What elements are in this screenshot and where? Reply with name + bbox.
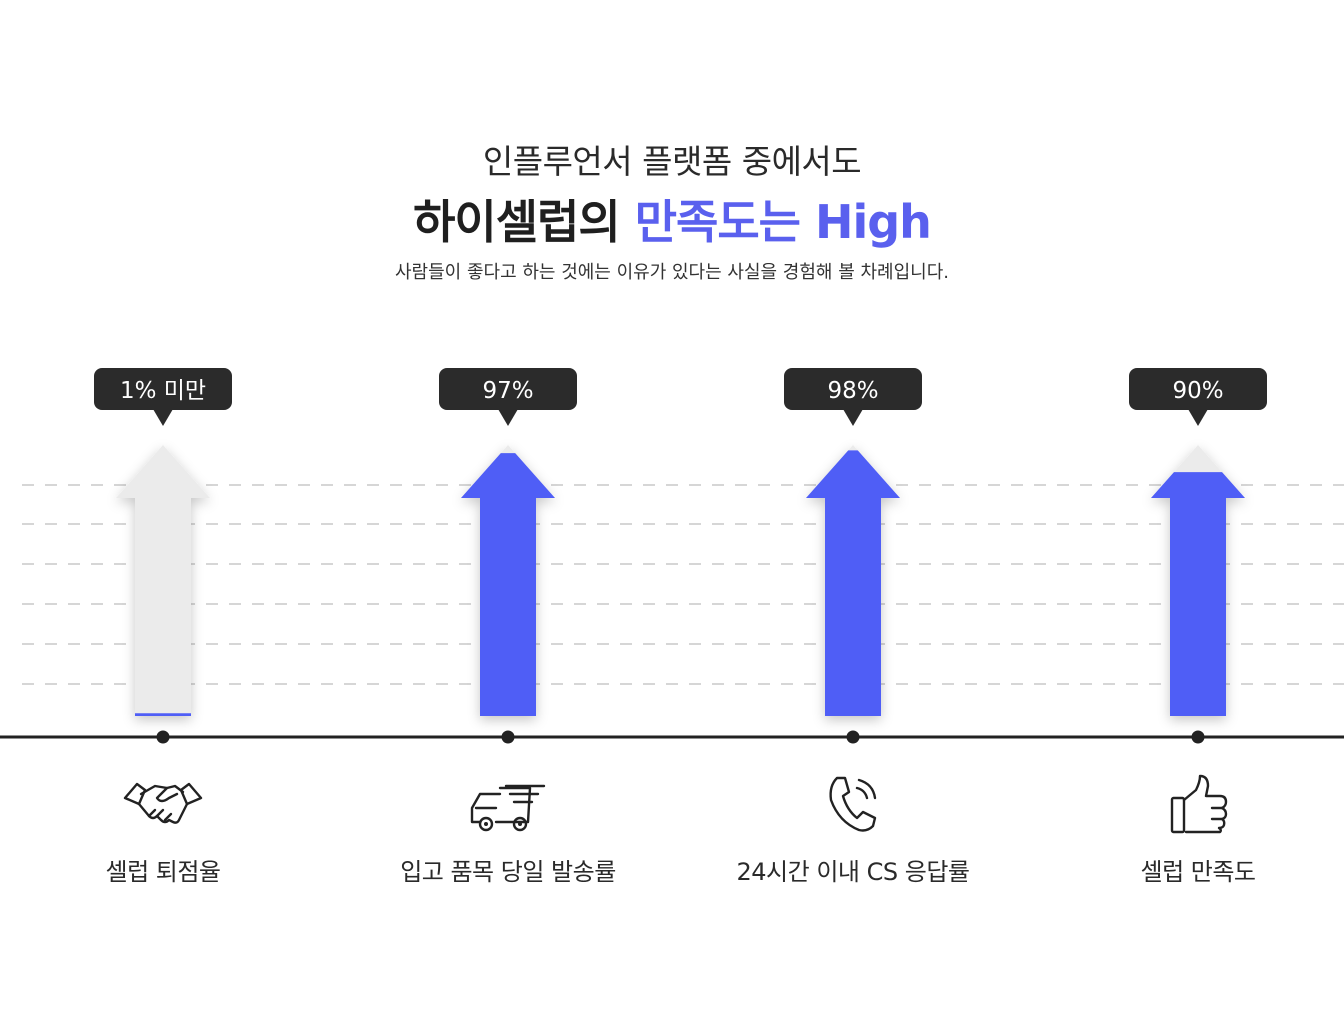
value-tooltip: 97%	[439, 368, 577, 426]
subtitle: 인플루언서 플랫폼 중에서도	[482, 142, 862, 181]
gridlines	[22, 484, 1344, 685]
value-label: 1% 미만	[120, 378, 206, 404]
category-label: 셀럽 퇴점율	[105, 858, 221, 886]
bar-chart: 1% 미만 97% 98% 90%	[0, 368, 1344, 744]
bar	[806, 450, 900, 716]
axis-dots	[156, 730, 1205, 744]
delivery-truck-icon	[470, 784, 546, 832]
value-tooltip: 1% 미만	[94, 368, 232, 426]
thumbs-up-icon	[1170, 774, 1228, 834]
handshake-icon	[123, 782, 203, 824]
value-label: 90%	[1172, 378, 1223, 404]
bars	[116, 445, 1245, 716]
tooltip-box	[94, 368, 232, 410]
value-tooltip: 98%	[784, 368, 922, 426]
category-4: 셀럽 만족도	[1048, 768, 1344, 887]
category-2: 입고 품목 당일 발송률	[358, 768, 658, 887]
tooltip-pointer	[498, 409, 518, 426]
bar	[1151, 472, 1245, 716]
value-labels: 1% 미만 97% 98% 90%	[94, 368, 1267, 426]
tooltip-pointer	[843, 409, 863, 426]
page-title: 하이셀럽의 만족도는 High	[0, 192, 1344, 252]
category-3: 24시간 이내 CS 응답률	[703, 768, 1003, 887]
bar-group	[806, 445, 900, 716]
category-label: 24시간 이내 CS 응답률	[736, 858, 970, 886]
value-tooltip: 90%	[1129, 368, 1267, 426]
category-1: 셀럽 퇴점율	[13, 768, 313, 887]
axis-dot	[501, 730, 515, 744]
tooltip-box	[784, 368, 922, 410]
axis-dot	[846, 730, 860, 744]
tooltip-pointer	[1188, 409, 1208, 426]
title-main: 하이셀럽의	[413, 195, 635, 249]
axis-dot	[1191, 730, 1205, 744]
bar-group	[461, 445, 555, 716]
category-label: 셀럽 만족도	[1140, 858, 1256, 886]
tooltip-pointer	[153, 409, 173, 426]
category-label: 입고 품목 당일 발송률	[400, 858, 616, 886]
value-label: 98%	[827, 378, 878, 404]
tooltip-box	[439, 368, 577, 410]
value-label: 97%	[482, 378, 533, 404]
bar-group	[116, 445, 210, 716]
axis-dot	[156, 730, 170, 744]
bar-group	[1151, 445, 1245, 716]
phone-icon	[829, 776, 877, 832]
bar	[461, 453, 555, 716]
bar	[135, 713, 191, 716]
bar-track	[116, 445, 210, 716]
title-accent: 만족도는 High	[634, 195, 932, 249]
header: 인플루언서 플랫폼 중에서도 하이셀럽의 만족도는 High 사람들이 좋다고 …	[0, 138, 1344, 286]
tooltip-box	[1129, 368, 1267, 410]
description: 사람들이 좋다고 하는 것에는 이유가 있다는 사실을 경험해 볼 차례입니다.	[394, 262, 949, 283]
